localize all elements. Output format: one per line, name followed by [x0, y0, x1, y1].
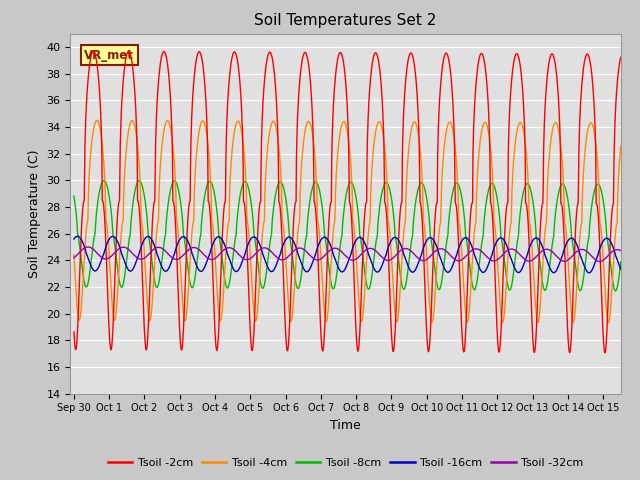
Text: VR_met: VR_met — [84, 49, 134, 62]
X-axis label: Time: Time — [330, 419, 361, 432]
Title: Soil Temperatures Set 2: Soil Temperatures Set 2 — [255, 13, 436, 28]
Y-axis label: Soil Temperature (C): Soil Temperature (C) — [28, 149, 41, 278]
Legend: Tsoil -2cm, Tsoil -4cm, Tsoil -8cm, Tsoil -16cm, Tsoil -32cm: Tsoil -2cm, Tsoil -4cm, Tsoil -8cm, Tsoi… — [103, 453, 588, 472]
